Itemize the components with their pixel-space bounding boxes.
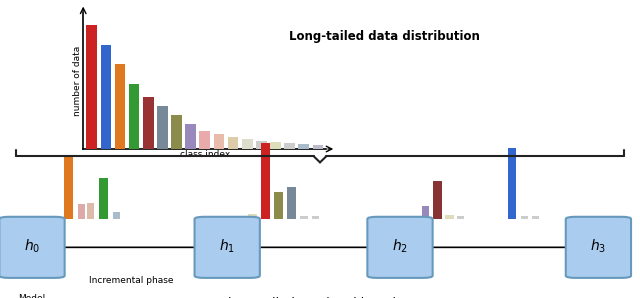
Text: $h_2$: $h_2$ bbox=[392, 237, 408, 254]
Bar bbox=[433, 181, 442, 219]
Bar bbox=[521, 215, 528, 219]
Bar bbox=[270, 142, 281, 149]
Text: $h_3$: $h_3$ bbox=[590, 237, 607, 254]
Y-axis label: number of data: number of data bbox=[73, 45, 82, 116]
Bar bbox=[113, 212, 120, 219]
Bar bbox=[261, 137, 270, 219]
X-axis label: class index: class index bbox=[180, 150, 230, 159]
Text: $h_0$: $h_0$ bbox=[24, 237, 40, 254]
Bar bbox=[312, 145, 323, 149]
FancyBboxPatch shape bbox=[566, 217, 631, 278]
Bar bbox=[129, 84, 140, 149]
Bar bbox=[248, 214, 257, 219]
Bar bbox=[87, 203, 95, 219]
Bar bbox=[445, 215, 454, 219]
Bar bbox=[143, 97, 154, 149]
Bar bbox=[78, 204, 84, 219]
Text: Incremental phase: Incremental phase bbox=[89, 276, 173, 285]
Bar bbox=[508, 148, 516, 219]
Bar bbox=[115, 64, 125, 149]
Bar bbox=[422, 206, 429, 219]
Bar bbox=[100, 45, 111, 149]
Bar bbox=[214, 134, 224, 149]
Bar bbox=[86, 25, 97, 149]
Bar bbox=[256, 141, 267, 149]
Bar bbox=[301, 215, 307, 219]
Bar bbox=[312, 216, 319, 219]
Bar bbox=[172, 115, 182, 149]
FancyBboxPatch shape bbox=[367, 217, 433, 278]
Text: $h_1$: $h_1$ bbox=[219, 237, 236, 254]
Bar bbox=[284, 143, 295, 149]
Text: Model: Model bbox=[19, 294, 45, 298]
Bar bbox=[531, 216, 538, 219]
Bar bbox=[228, 137, 238, 149]
FancyBboxPatch shape bbox=[0, 217, 65, 278]
Bar bbox=[186, 124, 196, 149]
Bar bbox=[274, 192, 283, 219]
Text: Long-tailed data distribution: Long-tailed data distribution bbox=[289, 30, 479, 43]
Bar bbox=[242, 139, 253, 149]
Bar bbox=[200, 131, 210, 149]
Bar bbox=[157, 106, 168, 149]
Bar bbox=[298, 144, 309, 149]
Bar bbox=[64, 157, 73, 219]
Bar bbox=[458, 215, 465, 219]
FancyBboxPatch shape bbox=[195, 217, 260, 278]
Text: long-tailed continual learning: long-tailed continual learning bbox=[228, 297, 412, 298]
Bar bbox=[99, 179, 108, 219]
Bar bbox=[287, 187, 296, 219]
